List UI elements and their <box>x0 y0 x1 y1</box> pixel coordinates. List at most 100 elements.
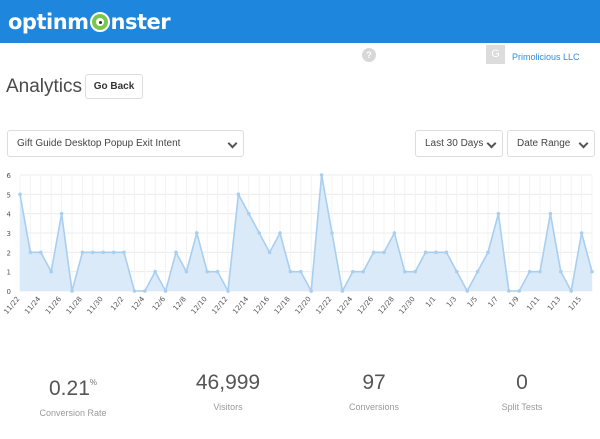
campaign-select-value: Gift Guide Desktop Popup Exit Intent <box>17 138 181 149</box>
data-point <box>267 250 272 255</box>
y-tick-label: 0 <box>7 288 11 296</box>
x-tick-label: 1/7 <box>487 295 500 309</box>
top-bar: optinm nster <box>0 0 600 43</box>
data-point <box>413 269 418 274</box>
x-tick-label: 12/24 <box>335 295 354 316</box>
data-point <box>18 192 22 197</box>
data-point <box>215 269 220 274</box>
data-point <box>486 250 490 255</box>
data-point <box>257 231 262 235</box>
data-point <box>507 289 511 293</box>
x-tick-label: 12/6 <box>151 295 168 313</box>
data-point <box>49 269 53 274</box>
data-point <box>236 192 241 197</box>
monster-icon <box>89 12 110 32</box>
date-range-select[interactable]: Date Range <box>507 130 595 157</box>
data-point <box>39 250 43 255</box>
stat-split-tests: 0 Split Tests <box>452 370 592 412</box>
stat-conversions: 97 Conversions <box>304 370 444 412</box>
data-point <box>70 289 74 293</box>
data-point <box>559 269 563 274</box>
data-point <box>434 250 438 255</box>
chevron-down-icon <box>578 138 589 149</box>
stat-label: Conversion Rate <box>39 408 107 418</box>
chevron-down-icon <box>227 138 238 149</box>
data-point <box>403 269 407 274</box>
data-point <box>309 289 314 293</box>
question-icon[interactable]: ? <box>362 48 376 62</box>
x-tick-label: 12/28 <box>377 295 396 316</box>
data-point <box>247 211 251 216</box>
y-tick-label: 1 <box>7 269 11 277</box>
page-title: Analytics <box>6 76 83 97</box>
stat-label: Visitors <box>213 402 243 412</box>
x-tick-label: 1/15 <box>567 295 583 312</box>
x-tick-label: 1/11 <box>525 295 541 312</box>
stat-value: 46,999 <box>195 371 261 394</box>
data-point <box>319 173 324 177</box>
campaign-select[interactable]: Gift Guide Desktop Popup Exit Intent <box>7 130 244 157</box>
data-point <box>278 231 282 235</box>
stat-visitors: 46,999 Visitors <box>158 370 298 412</box>
x-tick-label: 11/30 <box>86 295 105 316</box>
data-point <box>205 269 209 274</box>
data-point <box>28 250 33 255</box>
data-point <box>382 250 386 255</box>
data-point <box>163 289 168 293</box>
x-tick-label: 12/4 <box>130 295 147 313</box>
data-point <box>538 269 542 274</box>
go-back-button[interactable]: Go Back <box>85 74 143 99</box>
x-tick-label: 12/14 <box>231 295 250 316</box>
y-tick-label: 6 <box>7 172 12 180</box>
stat-value: 0 <box>516 371 528 394</box>
data-point <box>226 289 230 293</box>
data-point <box>111 250 116 255</box>
data-point <box>195 231 199 235</box>
x-tick-label: 11/26 <box>44 295 63 316</box>
x-tick-label: 1/1 <box>424 295 437 309</box>
data-point <box>392 231 397 235</box>
account-name-link[interactable]: Primolicious LLC <box>512 52 580 62</box>
data-point <box>330 231 334 235</box>
x-tick-label: 12/10 <box>190 295 209 316</box>
data-point <box>299 269 303 274</box>
x-tick-label: 11/28 <box>65 295 84 316</box>
x-tick-label: 12/30 <box>398 295 417 316</box>
brand-text-start: optinm <box>8 10 89 34</box>
data-point <box>59 211 64 216</box>
data-point <box>590 269 594 274</box>
y-tick-label: 3 <box>7 230 11 238</box>
data-point <box>423 250 428 255</box>
x-tick-label: 12/22 <box>314 295 333 316</box>
data-point <box>455 269 459 274</box>
data-point <box>288 269 293 274</box>
data-point <box>517 289 521 293</box>
data-point <box>569 289 573 293</box>
data-point <box>143 289 147 293</box>
data-point <box>132 289 137 293</box>
data-point <box>527 269 532 274</box>
data-point <box>361 269 366 274</box>
visitors-chart: 0 1 2 3 4 5 6 11/22 11/24 11/26 11/28 11/30 12/2 12/4… <box>2 172 594 316</box>
x-tick-label: 1/3 <box>445 295 458 309</box>
x-tick-label: 12/8 <box>172 295 188 312</box>
range-select-value: Last 30 Days <box>425 138 484 149</box>
avatar[interactable]: G <box>486 45 505 64</box>
data-point <box>340 289 345 293</box>
date-range-select-value: Date Range <box>517 138 571 149</box>
x-tick-label: 11/22 <box>2 295 21 316</box>
data-point <box>91 250 95 255</box>
range-select[interactable]: Last 30 Days <box>415 130 503 157</box>
x-tick-label: 12/2 <box>109 295 125 312</box>
brand-text-end: nster <box>110 10 171 34</box>
x-tick-label: 1/5 <box>466 295 479 309</box>
x-tick-label: 12/20 <box>294 295 313 316</box>
data-point <box>548 211 553 216</box>
chevron-down-icon <box>486 138 497 149</box>
data-point <box>351 269 355 274</box>
data-point <box>579 231 584 235</box>
x-tick-label: 12/12 <box>210 295 229 316</box>
y-tick-label: 5 <box>7 191 11 199</box>
brand-logo[interactable]: optinm nster <box>8 10 171 34</box>
data-point <box>174 250 178 255</box>
